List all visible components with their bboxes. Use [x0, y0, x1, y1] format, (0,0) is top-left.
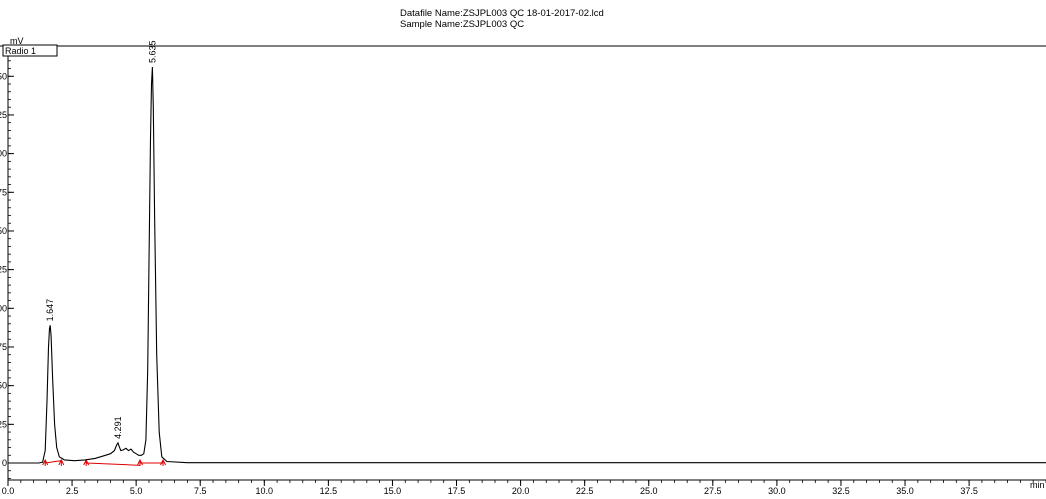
x-tick-label: 12.5 [320, 486, 338, 496]
y-tick-label: 25 [0, 419, 7, 429]
y-tick-label: 50 [0, 71, 7, 81]
chromatogram-trace [8, 66, 1046, 464]
y-tick-label: 25 [0, 110, 7, 120]
y-tick-label: 25 [0, 265, 7, 275]
x-tick-label: 35.0 [896, 486, 914, 496]
baseline-marker [160, 458, 167, 466]
x-tick-label: 5.0 [130, 486, 143, 496]
x-tick-label: 17.5 [448, 486, 466, 496]
baseline-segment [45, 460, 62, 464]
x-tick-label: 2.5 [66, 486, 79, 496]
y-tick-label: 0 [2, 458, 7, 468]
y-tick-label: 00 [0, 149, 7, 159]
y-tick-label: 50 [0, 226, 7, 236]
y-axis-unit: mV [10, 36, 24, 46]
x-tick-label: 7.5 [194, 486, 207, 496]
chart-header: Datafile Name:ZSJPL003 QC 18-01-2017-02.… [400, 8, 604, 30]
y-tick-label: 00 [0, 303, 7, 313]
legend-box [2, 44, 58, 57]
x-tick-label: 20.0 [512, 486, 530, 496]
peak-label: 4.291 [113, 416, 123, 439]
y-tick-label: 75 [0, 187, 7, 197]
x-tick-label: 32.5 [832, 486, 850, 496]
x-tick-label: 10.0 [256, 486, 274, 496]
x-tick-label: 27.5 [704, 486, 722, 496]
x-tick-label: 37.5 [960, 486, 978, 496]
x-tick-label: 25.0 [640, 486, 658, 496]
x-axis-unit: min [1030, 480, 1045, 490]
baseline-marker [42, 458, 49, 466]
x-tick-label: 30.0 [768, 486, 786, 496]
x-tick-label: 15.0 [384, 486, 402, 496]
x-tick-label: 22.5 [576, 486, 594, 496]
x-tick-label: 0.0 [2, 486, 15, 496]
y-tick-label: 75 [0, 342, 7, 352]
baseline-marker [83, 458, 90, 466]
peak-label: 5.635 [147, 40, 157, 63]
y-tick-label: 50 [0, 381, 7, 391]
baseline-segment [86, 462, 141, 466]
baseline-marker [58, 458, 65, 466]
peak-label: 1.647 [45, 299, 55, 322]
sample-name: Sample Name:ZSJPL003 QC [400, 19, 525, 30]
baseline-marker [137, 458, 143, 466]
legend-label: Radio 1 [5, 46, 36, 56]
datafile-name: Datafile Name:ZSJPL003 QC 18-01-2017-02.… [400, 8, 604, 19]
